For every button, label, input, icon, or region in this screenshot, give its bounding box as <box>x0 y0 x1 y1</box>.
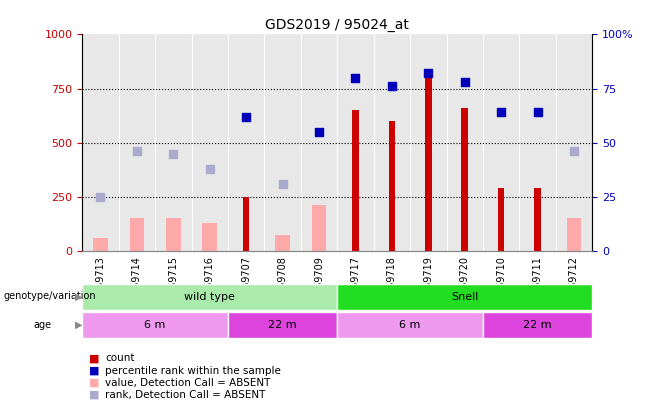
Text: 6 m: 6 m <box>399 320 420 330</box>
Text: wild type: wild type <box>184 292 235 302</box>
Text: ■: ■ <box>89 354 99 363</box>
Point <box>314 129 324 135</box>
Bar <box>483 312 592 338</box>
Bar <box>498 188 505 251</box>
Point <box>205 166 215 172</box>
Text: percentile rank within the sample: percentile rank within the sample <box>105 366 281 375</box>
Bar <box>93 238 108 251</box>
Point <box>423 70 434 77</box>
Bar <box>389 121 395 251</box>
Bar <box>275 235 290 251</box>
Text: ■: ■ <box>89 378 99 388</box>
Text: 6 m: 6 m <box>144 320 166 330</box>
Point <box>277 181 288 187</box>
Text: age: age <box>33 320 51 330</box>
Point <box>95 194 106 200</box>
Bar <box>338 312 483 338</box>
Point <box>132 148 142 155</box>
Text: 22 m: 22 m <box>268 320 297 330</box>
Bar <box>461 108 468 251</box>
Text: value, Detection Call = ABSENT: value, Detection Call = ABSENT <box>105 378 270 388</box>
Point <box>496 109 507 116</box>
Text: genotype/variation: genotype/variation <box>3 292 96 301</box>
Point <box>532 109 543 116</box>
Bar <box>82 312 228 338</box>
Bar <box>425 78 432 251</box>
Bar <box>243 197 249 251</box>
Text: rank, Detection Call = ABSENT: rank, Detection Call = ABSENT <box>105 390 266 400</box>
Point <box>241 113 251 120</box>
Title: GDS2019 / 95024_at: GDS2019 / 95024_at <box>265 18 409 32</box>
Text: 22 m: 22 m <box>523 320 552 330</box>
Bar <box>130 217 144 251</box>
Text: Snell: Snell <box>451 292 478 302</box>
Bar <box>82 284 338 310</box>
Text: ▶: ▶ <box>75 292 82 301</box>
Point <box>350 75 361 81</box>
Bar <box>534 188 541 251</box>
Bar <box>567 217 581 251</box>
Text: count: count <box>105 354 135 363</box>
Point <box>387 83 397 90</box>
Point <box>168 150 178 157</box>
Bar <box>352 110 359 251</box>
Point <box>569 148 579 155</box>
Bar <box>228 312 338 338</box>
Text: ■: ■ <box>89 390 99 400</box>
Text: ▶: ▶ <box>75 320 82 330</box>
Bar <box>312 205 326 251</box>
Text: ■: ■ <box>89 366 99 375</box>
Point <box>459 79 470 85</box>
Bar <box>338 284 592 310</box>
Bar <box>166 217 180 251</box>
Bar <box>203 223 217 251</box>
